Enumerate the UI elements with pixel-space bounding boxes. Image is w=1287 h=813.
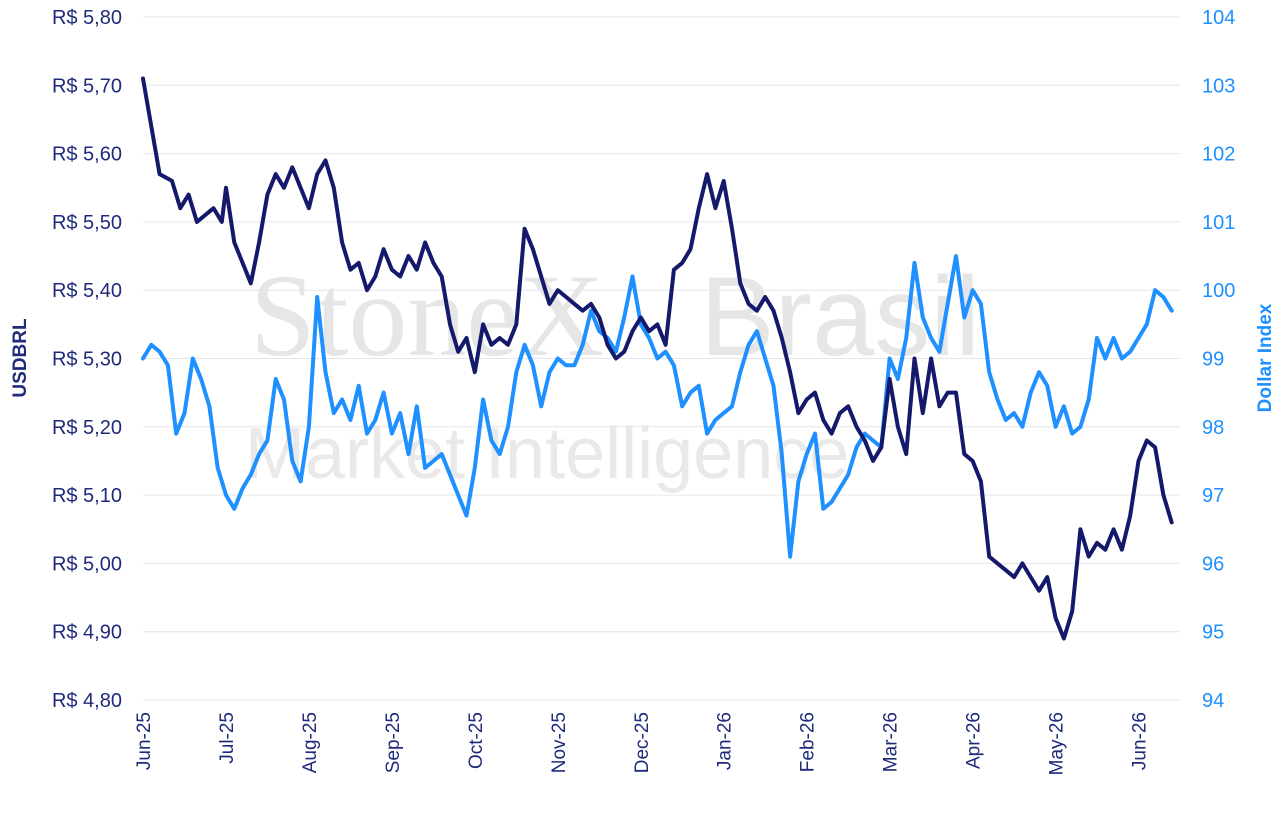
left-tick-label: R$ 5,60 [52,144,122,166]
x-tick-label: Dec-25 [632,712,653,773]
right-tick-label: 97 [1202,485,1224,507]
right-tick-label: 95 [1202,622,1224,644]
right-tick-label: 94 [1202,690,1224,712]
watermark: StoneX Brasil Market Intelligence [245,250,980,494]
x-axis-ticks: Jun-25 Jul-25 Aug-25 Sep-25 Oct-25 Nov-25 Dec-… [134,712,1151,775]
left-tick-label: R$ 5,80 [52,7,122,29]
right-tick-label: 104 [1202,7,1235,29]
x-tick-label: Apr-26 [964,712,985,769]
right-tick-label: 101 [1202,212,1235,234]
x-tick-label: Jan-26 [715,712,736,770]
x-tick-label: Nov-25 [549,712,570,773]
left-tick-label: R$ 5,30 [52,349,122,371]
left-tick-label: R$ 5,10 [52,485,122,507]
x-tick-label: Aug-25 [300,712,321,773]
right-tick-label: 100 [1202,280,1235,302]
left-tick-label: R$ 5,70 [52,75,122,97]
left-tick-label: R$ 5,20 [52,417,122,439]
watermark-tagline: Market Intelligence [245,414,849,494]
right-tick-label: 102 [1202,144,1235,166]
right-axis-label: Dollar Index [1255,303,1276,412]
series-line-dollar-index [141,254,1174,559]
right-tick-label: 103 [1202,75,1235,97]
x-tick-label: Feb-26 [798,712,819,772]
left-axis-ticks: R$ 4,80 R$ 4,90 R$ 5,00 R$ 5,10 R$ 5,20 R$ 5,… [52,7,122,712]
series-group [141,76,1174,641]
x-tick-label: Sep-25 [383,712,404,773]
left-tick-label: R$ 5,00 [52,553,122,575]
right-tick-label: 99 [1202,349,1224,371]
left-tick-label: R$ 5,50 [52,212,122,234]
x-tick-label: Mar-26 [881,712,902,772]
series-line-usdbrl [141,76,1174,641]
right-axis-ticks: 94 95 96 97 98 99 100 101 102 103 104 [1202,7,1235,712]
left-tick-label: R$ 4,90 [52,622,122,644]
left-tick-label: R$ 5,40 [52,280,122,302]
x-tick-label: Oct-25 [466,712,487,769]
right-tick-label: 98 [1202,417,1224,439]
grid-lines [143,16,1180,701]
watermark-brand: StoneX [250,250,604,381]
x-tick-label: Jul-25 [217,712,238,764]
right-tick-label: 96 [1202,553,1224,575]
left-tick-label: R$ 4,80 [52,690,122,712]
x-tick-label: Jun-26 [1130,712,1151,770]
x-tick-label: Jun-25 [134,712,155,770]
left-axis-label: USDBRL [10,318,31,398]
x-tick-label: May-26 [1047,712,1068,775]
